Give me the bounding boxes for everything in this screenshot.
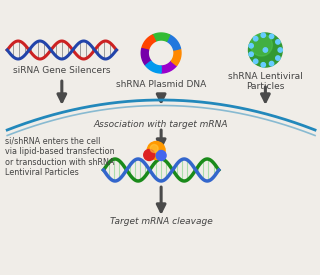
Circle shape — [276, 40, 280, 44]
Polygon shape — [153, 33, 170, 41]
Text: siRNA Gene Silencers: siRNA Gene Silencers — [13, 66, 111, 75]
Circle shape — [249, 52, 253, 56]
Circle shape — [276, 56, 280, 60]
Circle shape — [147, 142, 165, 160]
Text: si/shRNA enters the cell
via lipid-based transfection
or transduction with shRNA: si/shRNA enters the cell via lipid-based… — [5, 137, 115, 177]
Circle shape — [261, 63, 266, 67]
Circle shape — [249, 33, 282, 67]
Circle shape — [278, 48, 283, 52]
Polygon shape — [146, 61, 161, 73]
Circle shape — [253, 59, 258, 64]
Polygon shape — [171, 49, 181, 65]
Text: Target mRNA cleavage: Target mRNA cleavage — [110, 217, 212, 226]
Text: Association with target mRNA: Association with target mRNA — [94, 120, 228, 129]
Circle shape — [251, 34, 272, 56]
Circle shape — [249, 43, 253, 48]
Polygon shape — [142, 35, 156, 50]
Text: shRNA Lentiviral
Particles: shRNA Lentiviral Particles — [228, 72, 303, 91]
Polygon shape — [141, 49, 151, 65]
Circle shape — [150, 144, 158, 153]
Circle shape — [253, 37, 258, 41]
Circle shape — [156, 150, 166, 161]
Polygon shape — [167, 35, 180, 50]
Circle shape — [269, 34, 274, 39]
Circle shape — [263, 48, 268, 52]
Polygon shape — [161, 61, 177, 73]
Text: shRNA Plasmid DNA: shRNA Plasmid DNA — [116, 80, 206, 89]
Circle shape — [144, 150, 155, 161]
Circle shape — [269, 61, 274, 66]
Circle shape — [261, 33, 266, 37]
